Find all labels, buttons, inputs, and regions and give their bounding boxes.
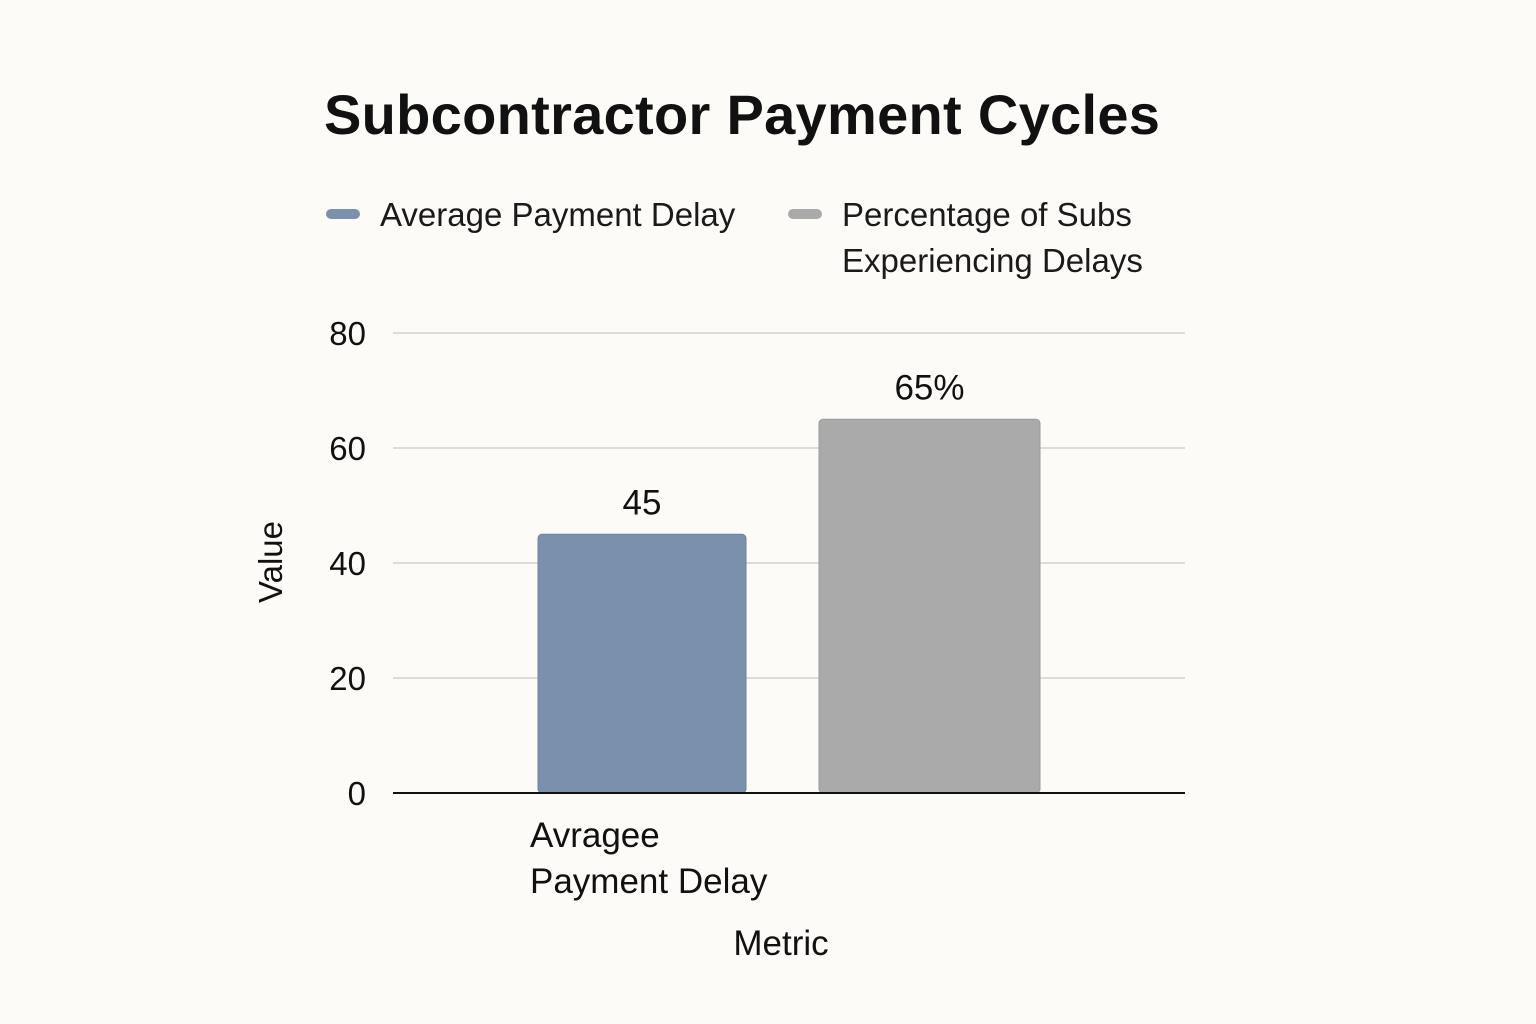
- legend-label-percentage-subs: Percentage of Subs Experiencing Delays: [842, 192, 1143, 284]
- legend-label-line: Experiencing Delays: [842, 242, 1143, 279]
- data-label: 65%: [894, 368, 964, 407]
- bar: [537, 533, 747, 794]
- data-label: 45: [623, 483, 662, 522]
- legend-label-line: Average Payment Delay: [380, 196, 736, 233]
- y-axis-label: Value: [252, 521, 289, 603]
- y-tick-label: 0: [348, 775, 366, 812]
- legend-label-line: Percentage of Subs: [842, 196, 1132, 233]
- x-axis-label: Metric: [733, 924, 828, 963]
- legend-label-average-payment-delay: Average Payment Delay: [380, 192, 735, 238]
- bar: [818, 418, 1041, 794]
- legend-swatch-percentage-subs: [788, 209, 822, 219]
- x-tick-label: Payment Delay: [530, 862, 768, 901]
- y-tick-label: 40: [329, 545, 366, 582]
- y-tick-label: 20: [329, 660, 366, 697]
- x-tick-label: Avragee: [530, 816, 660, 855]
- y-tick-label: 60: [329, 430, 366, 467]
- chart-title: Subcontractor Payment Cycles: [324, 83, 1161, 146]
- legend-swatch-average-payment-delay: [326, 209, 360, 219]
- y-tick-label: 80: [329, 315, 366, 352]
